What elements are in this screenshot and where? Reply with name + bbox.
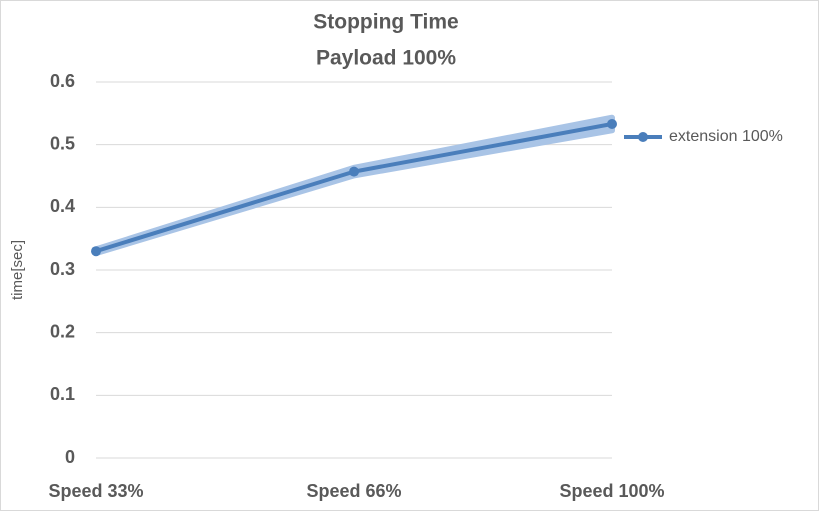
y-tick-label: 0.6 bbox=[50, 71, 75, 91]
legend-marker bbox=[638, 132, 648, 142]
y-tick-label: 0.5 bbox=[50, 133, 75, 153]
chart-subtitle: Payload 100% bbox=[316, 47, 456, 70]
x-tick-label: Speed 66% bbox=[306, 481, 401, 501]
chart-title: Stopping Time bbox=[313, 11, 458, 34]
y-tick-label: 0.1 bbox=[50, 384, 75, 404]
data-point bbox=[607, 118, 617, 129]
data-point bbox=[91, 246, 101, 257]
x-tick-label: Speed 33% bbox=[48, 481, 143, 501]
x-tick-label: Speed 100% bbox=[559, 481, 664, 501]
legend-label: extension 100% bbox=[669, 128, 783, 145]
data-point bbox=[349, 166, 359, 177]
y-tick-label: 0.3 bbox=[50, 259, 75, 279]
y-tick-label: 0 bbox=[65, 447, 75, 467]
y-tick-label: 0.2 bbox=[50, 321, 75, 341]
y-tick-label: 0.4 bbox=[50, 196, 75, 216]
y-axis-title: time[sec] bbox=[9, 240, 26, 300]
